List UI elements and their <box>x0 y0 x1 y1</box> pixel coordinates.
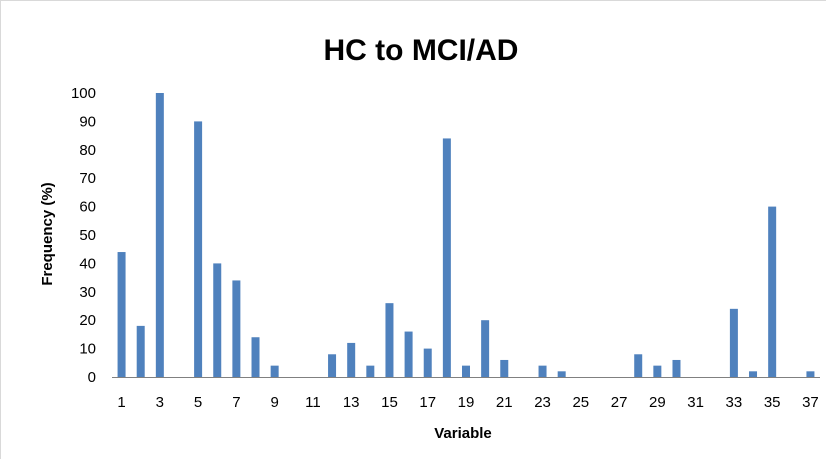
bar <box>768 206 777 377</box>
bar <box>155 93 164 377</box>
bar <box>328 354 337 377</box>
bar <box>442 138 451 377</box>
x-tick-label: 37 <box>802 394 819 411</box>
bar <box>194 121 203 378</box>
x-tick-label: 23 <box>534 394 551 411</box>
y-tick-label: 30 <box>79 284 96 301</box>
y-tick-label: 60 <box>79 199 96 216</box>
x-tick-label: 7 <box>232 394 240 411</box>
bar <box>462 365 470 377</box>
x-tick-label: 3 <box>156 394 164 411</box>
x-axis-ticks: 1 3 5 7 9 11 13 15 17 19 21 23 25 27 29 31 33 35 37 <box>117 394 818 411</box>
chart-title: HC to MCI/AD <box>324 34 519 67</box>
x-tick-label: 17 <box>419 394 436 411</box>
bar <box>385 303 394 377</box>
x-tick-label: 35 <box>764 394 781 411</box>
x-tick-label: 19 <box>458 394 475 411</box>
bar <box>347 342 356 377</box>
y-tick-label: 20 <box>79 312 96 329</box>
x-tick-label: 31 <box>687 394 704 411</box>
bars <box>117 93 815 378</box>
x-tick-label: 29 <box>649 394 666 411</box>
x-tick-label: 27 <box>611 394 628 411</box>
x-tick-label: 33 <box>726 394 743 411</box>
bar <box>749 371 758 377</box>
bar <box>232 280 241 377</box>
bar <box>634 354 643 377</box>
bar <box>729 308 738 377</box>
bar <box>366 365 375 377</box>
bar <box>270 365 279 377</box>
bar <box>500 359 509 377</box>
bar <box>672 359 681 377</box>
bar <box>538 365 547 377</box>
y-tick-label: 40 <box>79 255 96 272</box>
x-tick-label: 21 <box>496 394 513 411</box>
bar <box>481 320 490 377</box>
y-tick-label: 50 <box>79 227 96 244</box>
x-tick-label: 5 <box>194 394 202 411</box>
bar <box>213 263 222 377</box>
x-tick-label: 13 <box>343 394 360 411</box>
x-tick-label: 9 <box>270 394 278 411</box>
y-tick-label: 10 <box>79 341 96 358</box>
y-axis-ticks: 0 10 20 30 40 50 60 70 80 90 100 <box>71 85 96 386</box>
bar <box>117 252 126 377</box>
x-tick-label: 11 <box>305 394 321 411</box>
x-tick-label: 25 <box>572 394 589 411</box>
bar <box>653 365 662 377</box>
x-tick-label: 1 <box>117 394 125 411</box>
bar <box>806 371 815 377</box>
y-tick-label: 100 <box>71 85 96 102</box>
bar <box>136 325 145 377</box>
bar <box>557 371 566 377</box>
x-tick-label: 15 <box>381 394 398 411</box>
y-tick-label: 80 <box>79 142 96 159</box>
y-tick-label: 70 <box>79 170 96 187</box>
bar <box>423 348 432 377</box>
x-axis-label: Variable <box>434 425 492 442</box>
bar <box>251 337 260 377</box>
y-tick-label: 0 <box>88 369 96 386</box>
y-tick-label: 90 <box>79 113 96 130</box>
y-axis-label: Frequency (%) <box>39 182 56 285</box>
bar <box>404 331 413 377</box>
